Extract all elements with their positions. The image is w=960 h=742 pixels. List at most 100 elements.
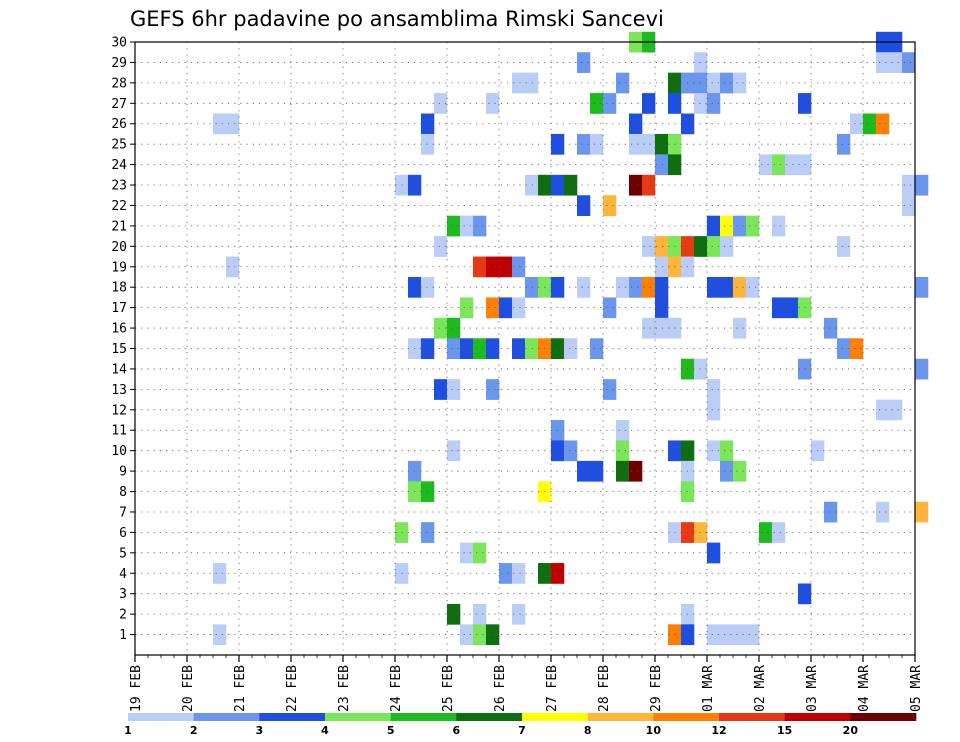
- precip-cell: [915, 276, 929, 298]
- precip-cell: [902, 52, 916, 73]
- precip-cell: [837, 236, 851, 257]
- precip-cell: [460, 542, 474, 564]
- precip-cell: [915, 174, 929, 196]
- precip-cell: [915, 501, 929, 523]
- x-tick-label: 02 MAR: [753, 665, 768, 712]
- y-tick-label: 11: [111, 424, 127, 439]
- precip-cell: [785, 154, 799, 176]
- precip-cell: [642, 174, 656, 196]
- precip-cell: [707, 236, 721, 257]
- precip-cell: [746, 624, 760, 646]
- x-tick-label: 25 FEB: [441, 665, 456, 712]
- precip-cell: [486, 379, 500, 400]
- precip-cell: [876, 399, 890, 421]
- y-tick-label: 20: [111, 240, 127, 255]
- precip-cell: [512, 297, 526, 319]
- precip-cell: [733, 215, 747, 237]
- y-tick-label: 17: [111, 301, 127, 316]
- precip-cell: [629, 174, 643, 196]
- precip-cell: [902, 195, 916, 216]
- precip-cell: [226, 113, 240, 135]
- y-tick-label: 2: [119, 608, 127, 623]
- x-tick-label: 01 MAR: [701, 665, 716, 712]
- precip-cell: [486, 338, 500, 360]
- precip-cell: [876, 113, 890, 135]
- heatmap-cells: [213, 31, 929, 646]
- precip-cell: [694, 236, 708, 257]
- precip-cell: [720, 440, 734, 462]
- x-tick-label: 24 FEB: [389, 665, 404, 712]
- precip-cell: [590, 93, 604, 114]
- precip-cell: [525, 72, 539, 94]
- precip-cell: [720, 276, 734, 298]
- precip-cell: [447, 379, 461, 400]
- y-tick-label: 12: [111, 403, 127, 418]
- colorbar-tick-label: 2: [190, 724, 198, 737]
- colorbar-tick-label: 15: [777, 724, 792, 737]
- precip-cell: [629, 133, 643, 155]
- precip-cell: [694, 72, 708, 94]
- x-tick-label: 22 FEB: [285, 665, 300, 712]
- precip-cell: [603, 195, 617, 216]
- colorbar: 1 2 3 4 5 6 7 8 10 12 15 20: [124, 713, 917, 737]
- precip-cell: [655, 133, 669, 155]
- precip-cell: [486, 256, 500, 278]
- precip-cell: [720, 215, 734, 237]
- precip-cell: [824, 317, 838, 339]
- precip-cell: [616, 72, 630, 94]
- colorbar-swatch: [784, 713, 851, 721]
- colorbar-tick-label: 1: [124, 724, 132, 737]
- precip-cell: [889, 52, 903, 73]
- precip-cell: [720, 460, 734, 482]
- precip-cell: [629, 460, 643, 482]
- y-tick-label: 16: [111, 322, 127, 337]
- precip-cell: [694, 52, 708, 73]
- precip-cell: [512, 338, 526, 360]
- precip-cell: [525, 338, 539, 360]
- precip-cell: [850, 113, 864, 135]
- y-tick-label: 19: [111, 260, 127, 275]
- precip-cell: [213, 113, 227, 135]
- y-axis: 1234567891011121314151617181920212223242…: [111, 36, 135, 643]
- y-tick-label: 30: [111, 36, 127, 51]
- colorbar-tick-label: 3: [256, 724, 264, 737]
- chart-title: GEFS 6hr padavine po ansamblima Rimski S…: [130, 7, 664, 31]
- x-tick-label: 21 FEB: [233, 665, 248, 712]
- precip-cell: [707, 440, 721, 462]
- precip-cell: [642, 236, 656, 257]
- precip-cell: [707, 624, 721, 646]
- y-tick-label: 22: [111, 199, 127, 214]
- precip-cell: [876, 52, 890, 73]
- x-axis: 19 FEB 20 FEB 21 FEB 22 FEB 23 FEB 24 FEB 25 F…: [129, 655, 924, 712]
- colorbar-tick-label: 6: [453, 724, 461, 737]
- precip-cell: [460, 215, 474, 237]
- colorbar-swatch: [193, 713, 260, 721]
- precip-cell: [447, 338, 461, 360]
- colorbar-tick-label: 4: [321, 724, 329, 737]
- precip-cell: [564, 338, 578, 360]
- colorbar-swatch: [653, 713, 720, 721]
- precip-cell: [603, 93, 617, 114]
- x-tick-label: 20 FEB: [181, 665, 196, 712]
- precip-cell: [694, 358, 708, 380]
- precip-cell: [785, 297, 799, 319]
- colorbar-swatch: [390, 713, 457, 721]
- precip-cell: [421, 522, 435, 543]
- precip-cell: [655, 297, 669, 319]
- precip-cell: [694, 522, 708, 543]
- precip-cell: [707, 93, 721, 114]
- precip-cell: [499, 256, 513, 278]
- y-tick-label: 8: [119, 485, 127, 500]
- precip-cell: [707, 399, 721, 421]
- precip-cell: [512, 256, 526, 278]
- precip-cell: [746, 276, 760, 298]
- precip-cell: [772, 297, 786, 319]
- x-tick-label: 26 FEB: [493, 665, 508, 712]
- y-tick-label: 9: [119, 465, 127, 480]
- precip-cell: [421, 276, 435, 298]
- precip-cell: [512, 72, 526, 94]
- precip-cell: [837, 133, 851, 155]
- precip-cell: [863, 113, 877, 135]
- precip-cell: [512, 603, 526, 625]
- precip-cell: [499, 297, 513, 319]
